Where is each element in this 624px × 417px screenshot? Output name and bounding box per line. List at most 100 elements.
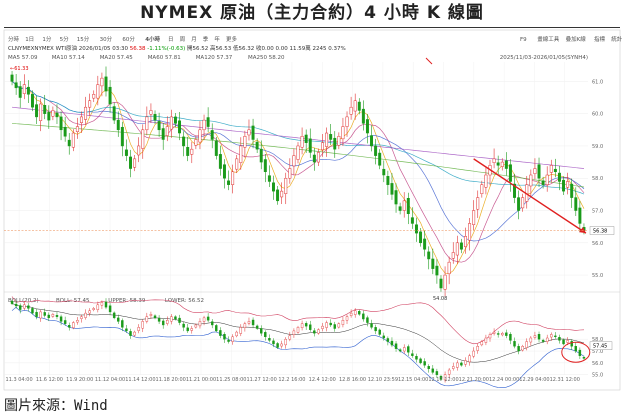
candle-body (562, 179, 566, 192)
boll-legend-item: BOLL(20,2) (8, 298, 39, 304)
period-tab[interactable]: 4小時 (145, 35, 160, 43)
candle (304, 129, 308, 154)
tool-button[interactable]: F9 (520, 37, 527, 43)
boll-candle (194, 323, 198, 329)
boll-candle (166, 316, 169, 326)
candle (137, 137, 141, 163)
boll-candle (268, 334, 271, 343)
candle-body (280, 190, 284, 198)
candle-body (186, 146, 190, 156)
boll-candle (117, 314, 120, 325)
period-tab[interactable]: 60分 (122, 35, 135, 43)
period-tab[interactable]: 周 (180, 36, 186, 43)
candle-body (108, 86, 112, 105)
boll-candle-body (468, 355, 471, 363)
candle (18, 81, 22, 108)
candle-body (337, 136, 341, 146)
candle-body (557, 172, 561, 182)
candle-body (410, 217, 414, 224)
boll-candle-body (550, 334, 553, 338)
boll-candle-body (378, 329, 381, 335)
candle-body (263, 159, 267, 173)
period-tab[interactable]: 日 (168, 36, 174, 43)
period-tab[interactable]: 15分 (77, 35, 90, 43)
candle-body (63, 126, 67, 137)
candle-body (325, 132, 329, 147)
ma-legend-item: MA5 57.09 (8, 55, 38, 61)
candle (370, 125, 374, 152)
candle-body (14, 82, 18, 89)
boll-legend-item: UPPER: 58.39 (108, 298, 146, 304)
candle-body (513, 183, 516, 198)
candle-body (455, 242, 459, 256)
tool-button[interactable]: 指標 (594, 35, 606, 43)
candle-body (206, 117, 210, 127)
boll-candle-body (206, 316, 210, 321)
date-range: 2025/11/03-2026/01/05(SYNH4) (500, 55, 588, 61)
candle-body (235, 158, 239, 170)
candle-body (394, 190, 398, 205)
boll-candle-body (541, 339, 545, 342)
boll-candle (386, 336, 390, 346)
tool-button[interactable]: 統計 (611, 35, 623, 43)
candle-body (26, 86, 30, 95)
candle (386, 170, 390, 196)
candle-body (157, 121, 161, 131)
boll-candle (419, 357, 422, 365)
candle (439, 275, 443, 292)
candle-body (316, 152, 320, 163)
candle (243, 130, 247, 158)
candle-body (529, 174, 533, 187)
candle-body (431, 258, 435, 269)
boll-candle-body (439, 375, 443, 380)
boll-candle (554, 332, 557, 339)
candle (280, 182, 284, 205)
boll-annotations: 57.45 (561, 341, 613, 363)
boll-candle-body (480, 341, 484, 346)
candle-body (267, 175, 271, 182)
boll-candle (398, 348, 402, 353)
boll-candle-body (247, 321, 251, 324)
boll-candle (390, 337, 394, 348)
boll-candle-body (407, 346, 410, 353)
boll-candle-body (476, 346, 479, 351)
boll-candle (68, 322, 71, 331)
quote-field: 高56.53 (208, 44, 231, 52)
boll-candle-body (255, 325, 259, 329)
period-tab[interactable]: 年 (214, 35, 220, 43)
boll-candle (321, 322, 324, 332)
candle-body (51, 110, 55, 117)
candle (165, 116, 169, 142)
boll-candle-body (55, 315, 59, 317)
candle-body (178, 120, 182, 134)
candle (194, 135, 198, 150)
candle (10, 71, 14, 86)
tool-button[interactable]: 疊加K線 (566, 35, 587, 43)
boll-candle (423, 358, 426, 368)
period-tab[interactable]: 分時 (8, 35, 20, 43)
boll-candle-body (219, 330, 222, 336)
period-tab[interactable]: 1分 (42, 35, 51, 43)
boll-candle (235, 330, 238, 338)
period-tab[interactable]: 1日 (25, 36, 34, 43)
candle (214, 136, 218, 160)
x-tick-label: 12.21 20:00 (459, 377, 489, 383)
boll-candle-body (137, 327, 140, 331)
boll-candle-body (533, 335, 537, 338)
period-tab[interactable]: 5分 (60, 35, 69, 43)
tool-button[interactable]: 畫線工具 (537, 35, 560, 43)
period-tab[interactable]: 30分 (100, 35, 113, 43)
boll-candle (18, 303, 22, 314)
period-tab[interactable]: 更多 (226, 35, 238, 43)
candle (345, 111, 349, 137)
candle-body (570, 183, 574, 198)
candle (210, 123, 214, 149)
candle (247, 119, 251, 141)
boll-candle (227, 336, 230, 344)
boll-candle-body (464, 360, 467, 365)
period-tab[interactable]: 月 (191, 36, 197, 43)
candle (190, 142, 194, 164)
boll-candle (215, 324, 218, 333)
candle (88, 93, 92, 116)
period-tab[interactable]: 季 (203, 35, 209, 43)
